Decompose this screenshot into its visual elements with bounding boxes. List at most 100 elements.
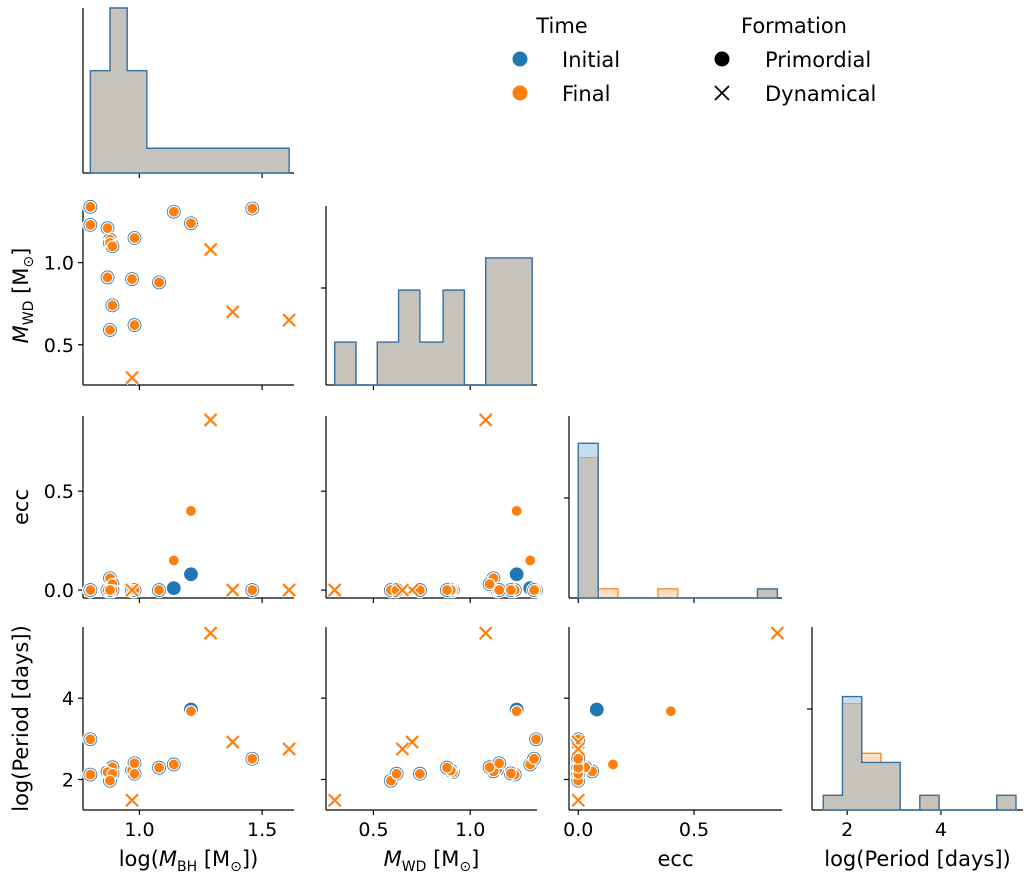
axis-label-part: log(Period [days]) — [9, 625, 33, 812]
circle-marker — [128, 757, 141, 770]
circle-marker — [106, 299, 119, 312]
circle-marker — [493, 583, 506, 597]
x-tick-label: 4 — [935, 819, 947, 841]
circle-marker — [493, 757, 506, 770]
circle-marker — [128, 318, 141, 332]
circle-marker — [101, 222, 114, 235]
x-marker — [125, 370, 139, 385]
axis-label-part: M — [159, 847, 177, 871]
axis-label: MWD [M⊙] — [384, 847, 480, 875]
x-tick-label: 0.5 — [358, 819, 388, 841]
circle-marker — [128, 231, 141, 245]
circle-marker — [167, 758, 180, 771]
axis-label: log(MBH [M⊙]) — [119, 847, 259, 875]
x-marker — [225, 583, 240, 597]
circle-marker — [527, 583, 541, 597]
legend-label-dynamical: Dynamical — [765, 82, 876, 106]
x-marker — [327, 793, 342, 808]
y-tick-label: 0.5 — [44, 481, 74, 503]
histogram-initial — [578, 443, 778, 598]
panel-3-1: 0.5 1.0 — [321, 625, 545, 841]
legend-marker-primordial — [714, 51, 730, 67]
axis-label-part: ]) — [242, 847, 258, 871]
axis-label: ecc — [657, 847, 693, 871]
circle-marker — [125, 272, 139, 286]
x-marker — [478, 626, 493, 640]
circle-marker — [165, 580, 182, 597]
x-marker — [225, 735, 240, 749]
axis-label-part: ⊙ — [459, 859, 471, 875]
x-marker — [571, 742, 586, 756]
x-tick-label: 0.0 — [563, 819, 593, 841]
circle-marker — [664, 705, 677, 718]
legend-label-final: Final — [562, 82, 610, 106]
y-tick-label: 0.0 — [44, 580, 74, 602]
axis-label-part: ] — [9, 248, 33, 256]
panel-2-2 — [564, 416, 782, 603]
circle-marker — [167, 205, 180, 218]
circle-marker — [184, 217, 198, 230]
circle-marker — [246, 202, 259, 215]
y-tick-label: 2 — [62, 770, 74, 792]
x-marker — [770, 626, 785, 640]
histogram-overlap — [823, 703, 1016, 810]
circle-marker — [103, 583, 117, 597]
x-tick-label: 0.5 — [679, 819, 709, 841]
legend-label-initial: Initial — [562, 48, 620, 72]
x-marker — [395, 583, 410, 597]
circle-marker — [152, 276, 166, 289]
circle-marker — [184, 705, 198, 718]
circle-marker — [128, 767, 141, 780]
x-marker — [203, 626, 218, 640]
axis-label: log(Period [days]) — [824, 847, 1011, 871]
x-marker — [203, 242, 218, 257]
circle-marker — [504, 767, 517, 780]
histogram-initial-edge — [334, 257, 533, 386]
y-tick-label: 1.0 — [44, 253, 74, 275]
axis-label-part: log( — [119, 847, 159, 871]
legend-title-time: Time — [535, 14, 587, 38]
panel-1-0: 0.5 1.0 — [44, 198, 297, 390]
x-tick-label: 1.0 — [124, 819, 154, 841]
panel-3-0: 1.0 1.5 2 4 — [62, 625, 297, 841]
legend-marker-initial — [512, 51, 528, 67]
circle-marker — [413, 767, 426, 780]
axis-label: log(Period [days]) — [9, 625, 33, 812]
legend-marker-dynamical — [714, 85, 730, 101]
histogram-initial-edge — [89, 7, 290, 174]
legend-marker-final — [512, 85, 528, 101]
circle-marker — [182, 566, 200, 583]
x-tick-label: 1.0 — [455, 819, 485, 841]
circle-marker — [106, 240, 119, 253]
x-marker — [327, 583, 342, 597]
circle-marker — [184, 504, 198, 518]
axis-label-part: ecc — [657, 847, 693, 871]
circle-marker — [167, 554, 180, 567]
axis-label: ecc — [9, 489, 33, 525]
circle-marker — [246, 583, 259, 597]
circle-marker — [529, 733, 543, 746]
axis-label-part: [M — [9, 268, 33, 301]
circle-marker — [510, 504, 523, 518]
histogram-initial-edge — [577, 442, 779, 599]
x-marker — [282, 742, 296, 756]
circle-marker — [483, 578, 496, 591]
circle-marker — [508, 566, 525, 583]
axis-label-part: M — [384, 847, 402, 871]
circle-marker — [246, 752, 259, 765]
x-marker — [203, 413, 218, 427]
circle-marker — [103, 774, 117, 787]
circle-marker — [101, 271, 114, 284]
circle-marker — [588, 701, 605, 718]
circle-marker — [390, 767, 403, 780]
histogram-final — [577, 457, 778, 599]
x-tick-label: 2 — [841, 819, 853, 841]
axis-label-part: log(Period [days]) — [824, 847, 1011, 871]
histogram-initial-edge — [822, 695, 1017, 811]
x-marker — [478, 413, 493, 427]
circle-marker — [84, 200, 97, 213]
x-marker — [125, 583, 139, 597]
circle-marker — [572, 752, 585, 765]
